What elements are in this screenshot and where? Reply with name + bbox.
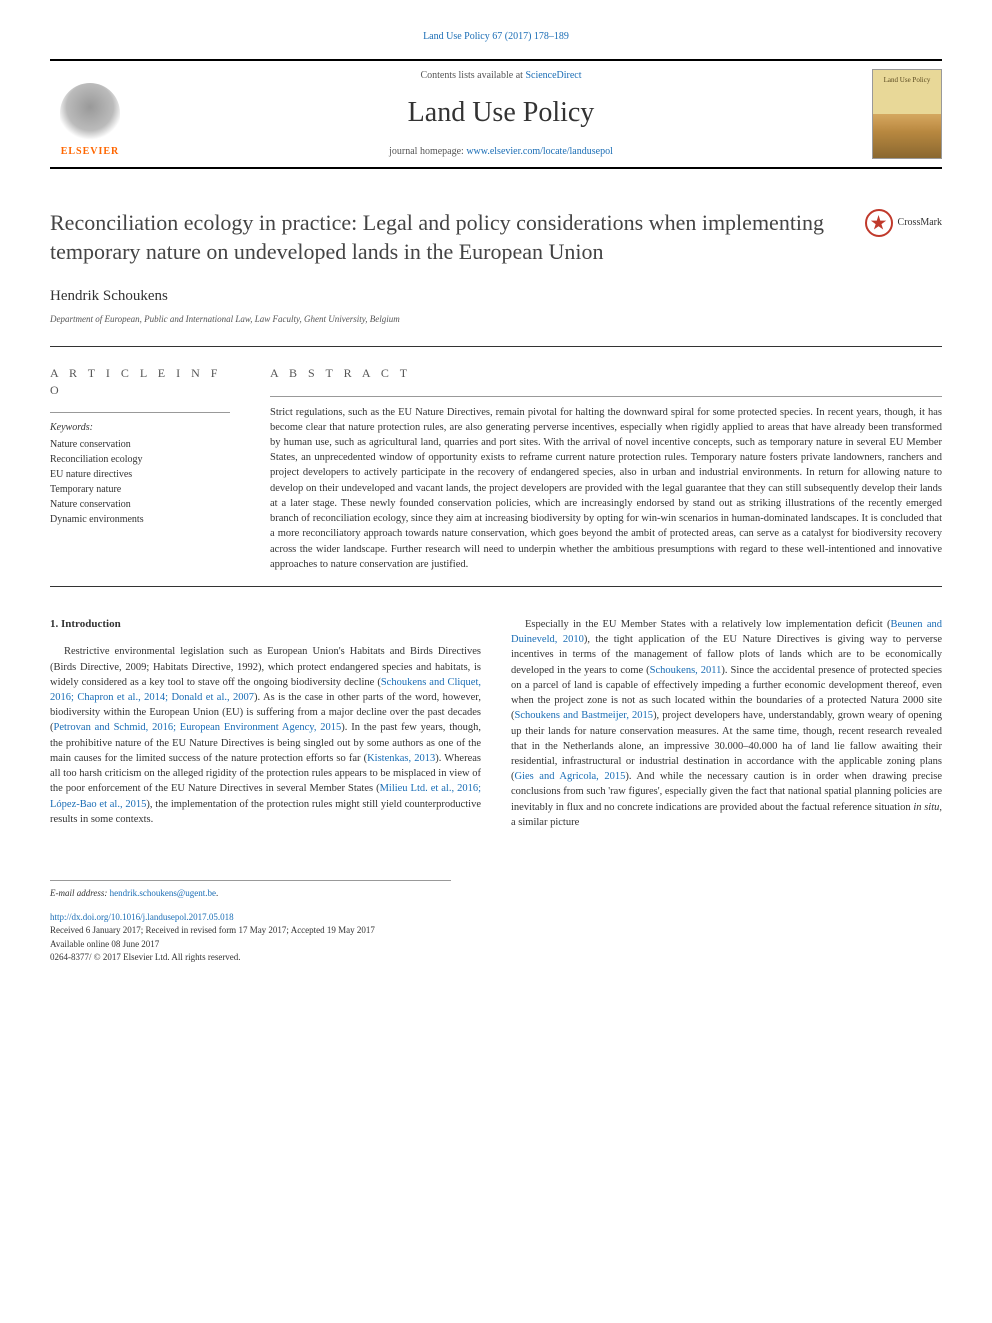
journal-issue-link[interactable]: Land Use Policy 67 (2017) 178–189 [50,30,942,44]
citation-link[interactable]: Schoukens and Bastmeijer, 2015 [515,710,654,721]
body-paragraph: Especially in the EU Member States with … [511,617,942,830]
author-affiliation: Department of European, Public and Inter… [50,313,942,326]
keyword-item: Nature conservation [50,497,230,512]
journal-cover-thumbnail[interactable]: Land Use Policy [872,69,942,159]
elsevier-tree-icon [60,83,120,143]
citation-link[interactable]: Kistenkas, 2013 [367,753,435,764]
keywords-list: Nature conservationReconciliation ecolog… [50,437,230,527]
crossmark-badge[interactable]: CrossMark [865,209,942,237]
divider [50,586,942,587]
contents-lists-line: Contents lists available at ScienceDirec… [130,69,872,83]
keyword-item: Dynamic environments [50,512,230,527]
keyword-item: EU nature directives [50,467,230,482]
abstract-text: Strict regulations, such as the EU Natur… [270,405,942,572]
citation-link[interactable]: Petrovan and Schmid, 2016; European Envi… [54,722,342,733]
journal-homepage-line: journal homepage: www.elsevier.com/locat… [130,145,872,159]
journal-header: ELSEVIER Contents lists available at Sci… [50,59,942,169]
copyright-line: 0264-8377/ © 2017 Elsevier Ltd. All righ… [50,951,451,965]
author-name: Hendrik Schoukens [50,286,942,307]
email-line: E-mail address: hendrik.schoukens@ugent.… [50,887,451,901]
divider [50,346,942,347]
keywords-label: Keywords: [50,421,230,435]
article-footer: E-mail address: hendrik.schoukens@ugent.… [50,880,451,965]
received-dates: Received 6 January 2017; Received in rev… [50,924,451,938]
article-body: 1. Introduction Restrictive environmenta… [50,617,942,830]
abstract-divider [270,396,942,397]
article-info-heading: A R T I C L E I N F O [50,365,230,399]
doi-link[interactable]: http://dx.doi.org/10.1016/j.landusepol.2… [50,912,234,922]
cover-title: Land Use Policy [873,76,941,86]
abstract-column: A B S T R A C T Strict regulations, such… [270,365,942,572]
keyword-item: Reconciliation ecology [50,452,230,467]
crossmark-label: CrossMark [898,216,942,230]
keyword-item: Nature conservation [50,437,230,452]
abstract-heading: A B S T R A C T [270,365,942,382]
keyword-item: Temporary nature [50,482,230,497]
sciencedirect-link[interactable]: ScienceDirect [525,70,581,81]
author-email-link[interactable]: hendrik.schoukens@ugent.be [110,888,216,898]
elsevier-logo[interactable]: ELSEVIER [50,69,130,159]
article-title: Reconciliation ecology in practice: Lega… [50,209,865,266]
citation-link[interactable]: Schoukens, 2011 [650,665,722,676]
available-online: Available online 08 June 2017 [50,938,451,952]
crossmark-icon [865,209,893,237]
info-divider [50,412,230,413]
journal-name: Land Use Policy [130,93,872,132]
article-info-column: A R T I C L E I N F O Keywords: Nature c… [50,365,230,572]
journal-homepage-link[interactable]: www.elsevier.com/locate/landusepol [466,146,613,157]
citation-link[interactable]: Gies and Agricola, 2015 [515,771,626,782]
elsevier-label: ELSEVIER [61,145,120,159]
section-heading-introduction: 1. Introduction [50,617,481,632]
body-paragraph: Restrictive environmental legislation su… [50,644,481,827]
